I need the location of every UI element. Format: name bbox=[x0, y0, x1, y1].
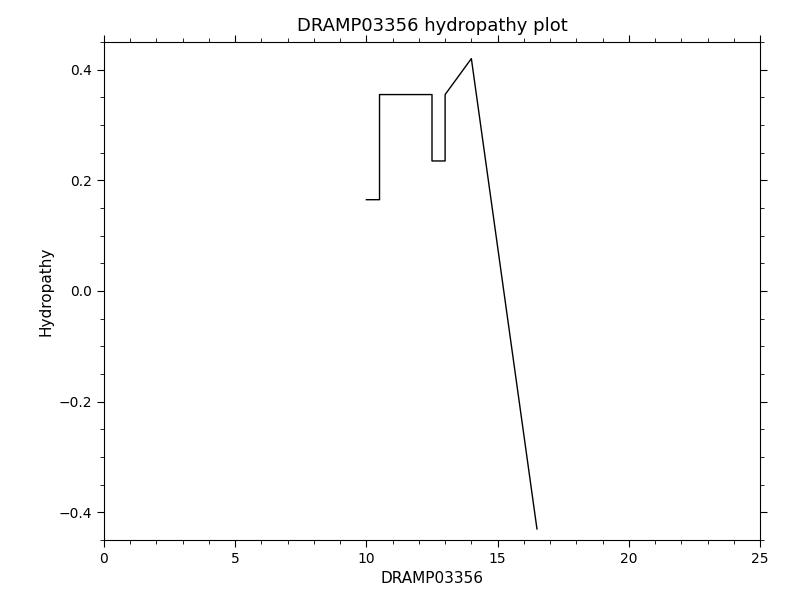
Y-axis label: Hydropathy: Hydropathy bbox=[38, 247, 53, 335]
X-axis label: DRAMP03356: DRAMP03356 bbox=[381, 571, 483, 586]
Title: DRAMP03356 hydropathy plot: DRAMP03356 hydropathy plot bbox=[297, 17, 567, 35]
